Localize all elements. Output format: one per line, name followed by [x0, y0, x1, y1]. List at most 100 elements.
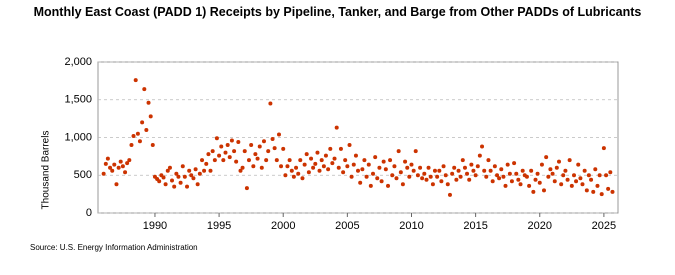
- data-point: [219, 144, 224, 149]
- data-point: [253, 152, 258, 157]
- data-point: [161, 175, 166, 180]
- data-point: [289, 168, 294, 173]
- data-point: [187, 168, 192, 173]
- data-point: [606, 186, 611, 191]
- data-point: [133, 78, 138, 83]
- data-point: [405, 165, 410, 170]
- data-point: [212, 158, 217, 163]
- data-point: [501, 174, 506, 179]
- data-point: [539, 162, 544, 167]
- x-tick-label: 2010: [399, 220, 423, 232]
- data-point: [379, 179, 384, 184]
- y-tick-label: 1,000: [64, 131, 92, 143]
- data-point: [259, 165, 264, 170]
- data-point: [129, 143, 134, 148]
- data-point: [364, 174, 369, 179]
- data-point: [309, 156, 314, 161]
- data-point: [103, 161, 108, 166]
- data-point: [456, 168, 461, 173]
- data-point: [217, 153, 222, 158]
- x-tick-label: 2015: [463, 220, 487, 232]
- data-point: [473, 173, 478, 178]
- data-point: [349, 174, 354, 179]
- data-point: [210, 149, 215, 154]
- data-point: [123, 170, 128, 175]
- data-point: [516, 177, 521, 182]
- data-point: [377, 165, 382, 170]
- x-tick-label: 2000: [271, 220, 295, 232]
- data-point: [469, 162, 474, 167]
- data-point: [450, 171, 455, 176]
- data-point: [204, 161, 209, 166]
- data-point: [163, 182, 168, 187]
- data-point: [561, 173, 566, 178]
- data-point: [172, 184, 177, 189]
- chart-title: Monthly East Coast (PADD 1) Receipts by …: [33, 5, 642, 19]
- data-point: [227, 155, 232, 160]
- data-point: [597, 173, 602, 178]
- data-point: [589, 177, 594, 182]
- data-point: [604, 173, 609, 178]
- data-point: [255, 156, 260, 161]
- data-point: [234, 159, 239, 164]
- data-point: [403, 159, 408, 164]
- data-point: [223, 150, 228, 155]
- data-point: [311, 165, 316, 170]
- data-point: [270, 137, 275, 142]
- data-point: [148, 114, 153, 119]
- data-point: [195, 182, 200, 187]
- data-point: [261, 139, 266, 144]
- data-point: [127, 158, 132, 163]
- y-axis-label: Thousand Barrels: [41, 131, 52, 210]
- data-point: [552, 179, 557, 184]
- data-point: [214, 136, 219, 141]
- data-point: [193, 167, 198, 172]
- data-point: [386, 183, 391, 188]
- data-point: [381, 159, 386, 164]
- data-point: [495, 173, 500, 178]
- y-tick-label: 1,500: [64, 94, 92, 106]
- data-point: [137, 139, 142, 144]
- data-point: [174, 171, 179, 176]
- data-point: [345, 164, 350, 169]
- data-point: [529, 168, 534, 173]
- data-point: [486, 158, 491, 163]
- data-point: [202, 168, 207, 173]
- data-point: [509, 179, 514, 184]
- y-tick-label: 2,000: [64, 56, 92, 68]
- data-point: [125, 161, 130, 166]
- data-point: [535, 171, 540, 176]
- data-point: [586, 173, 591, 178]
- data-point: [366, 162, 371, 167]
- data-point: [185, 184, 190, 189]
- data-point: [503, 183, 508, 188]
- data-point: [462, 165, 467, 170]
- data-point: [572, 173, 577, 178]
- data-point: [268, 101, 273, 106]
- data-point: [441, 164, 446, 169]
- data-point: [505, 162, 510, 167]
- data-point: [368, 183, 373, 188]
- data-point: [411, 168, 416, 173]
- data-point: [272, 146, 277, 151]
- data-point: [514, 171, 519, 176]
- data-point: [300, 176, 305, 181]
- data-point: [264, 158, 269, 163]
- data-point: [512, 161, 517, 166]
- data-point: [415, 173, 420, 178]
- data-point: [165, 168, 170, 173]
- data-point: [567, 158, 572, 163]
- x-tick-label: 1990: [143, 220, 167, 232]
- x-tick-label: 2005: [335, 220, 359, 232]
- data-point: [443, 173, 448, 178]
- data-point: [584, 188, 589, 193]
- data-point: [296, 171, 301, 176]
- data-point: [108, 165, 113, 170]
- data-point: [574, 179, 579, 184]
- data-point: [375, 176, 380, 181]
- data-point: [467, 177, 472, 182]
- data-point: [400, 182, 405, 187]
- data-point: [321, 164, 326, 169]
- data-point: [182, 174, 187, 179]
- data-point: [341, 170, 346, 175]
